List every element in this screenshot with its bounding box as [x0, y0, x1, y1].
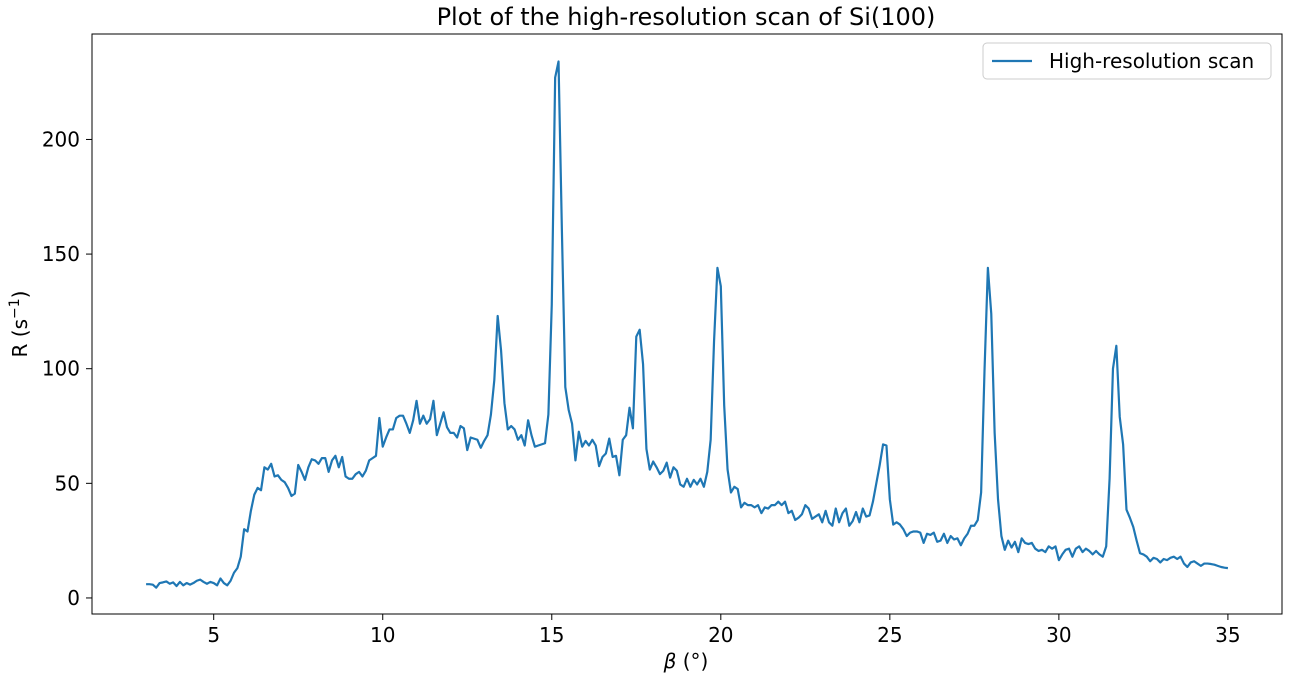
axes-frame [91, 33, 1283, 615]
x-tick-label: 15 [539, 623, 564, 647]
x-axis-label-unit: (°) [676, 649, 708, 673]
x-tick-label: 5 [207, 623, 220, 647]
series-line-high-resolution-scan [146, 60, 1229, 589]
x-tick-label: 10 [370, 623, 395, 647]
x-axis-ticks: 5 10 15 20 25 30 35 [207, 614, 1241, 647]
y-tick-label: 50 [55, 471, 80, 495]
x-tick-label: 30 [1046, 623, 1071, 647]
x-tick-label: 35 [1215, 623, 1240, 647]
x-axis-label-symbol: β [663, 649, 677, 673]
x-tick-label: 20 [708, 623, 733, 647]
legend-label: High-resolution scan [1049, 49, 1254, 73]
legend-box [982, 42, 1272, 80]
y-tick-label: 200 [42, 127, 80, 151]
y-tick-label: 150 [42, 242, 80, 266]
y-tick-label: 0 [67, 586, 80, 610]
legend: High-resolution scan [982, 42, 1272, 80]
chart-title: Plot of the high-resolution scan of Si(1… [437, 3, 936, 31]
y-axis-ticks: 0 50 100 150 200 [42, 127, 92, 610]
y-tick-label: 100 [42, 357, 80, 381]
x-tick-label: 25 [877, 623, 902, 647]
x-axis-label: β (°) [663, 649, 709, 673]
plot-area [91, 33, 1283, 615]
y-axis-label: R (s−1) [7, 291, 32, 358]
